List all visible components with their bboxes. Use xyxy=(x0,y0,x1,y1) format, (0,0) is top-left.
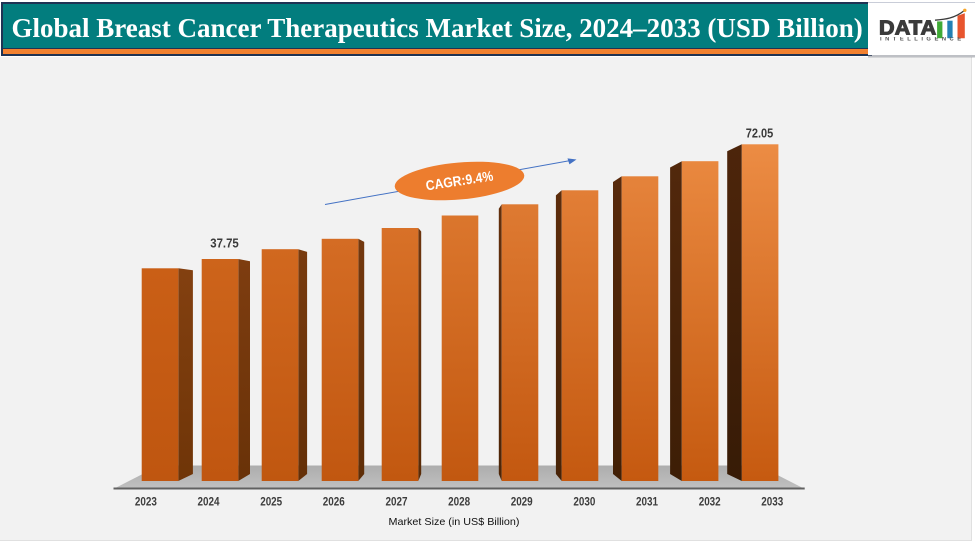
svg-text:2029: 2029 xyxy=(511,495,533,509)
svg-text:2024: 2024 xyxy=(198,495,220,509)
svg-text:2023: 2023 xyxy=(135,495,157,509)
svg-text:2031: 2031 xyxy=(636,495,658,509)
svg-text:2026: 2026 xyxy=(323,495,345,509)
svg-text:2030: 2030 xyxy=(573,495,595,509)
svg-text:2025: 2025 xyxy=(260,495,282,509)
svg-text:2027: 2027 xyxy=(386,495,408,509)
svg-text:2028: 2028 xyxy=(448,495,470,509)
svg-text:37.75: 37.75 xyxy=(210,237,239,251)
svg-text:72.05: 72.05 xyxy=(746,127,774,141)
svg-text:2032: 2032 xyxy=(699,495,721,509)
svg-text:Market Size (in US$ Billion): Market Size (in US$ Billion) xyxy=(389,516,520,528)
svg-text:2033: 2033 xyxy=(761,495,783,509)
